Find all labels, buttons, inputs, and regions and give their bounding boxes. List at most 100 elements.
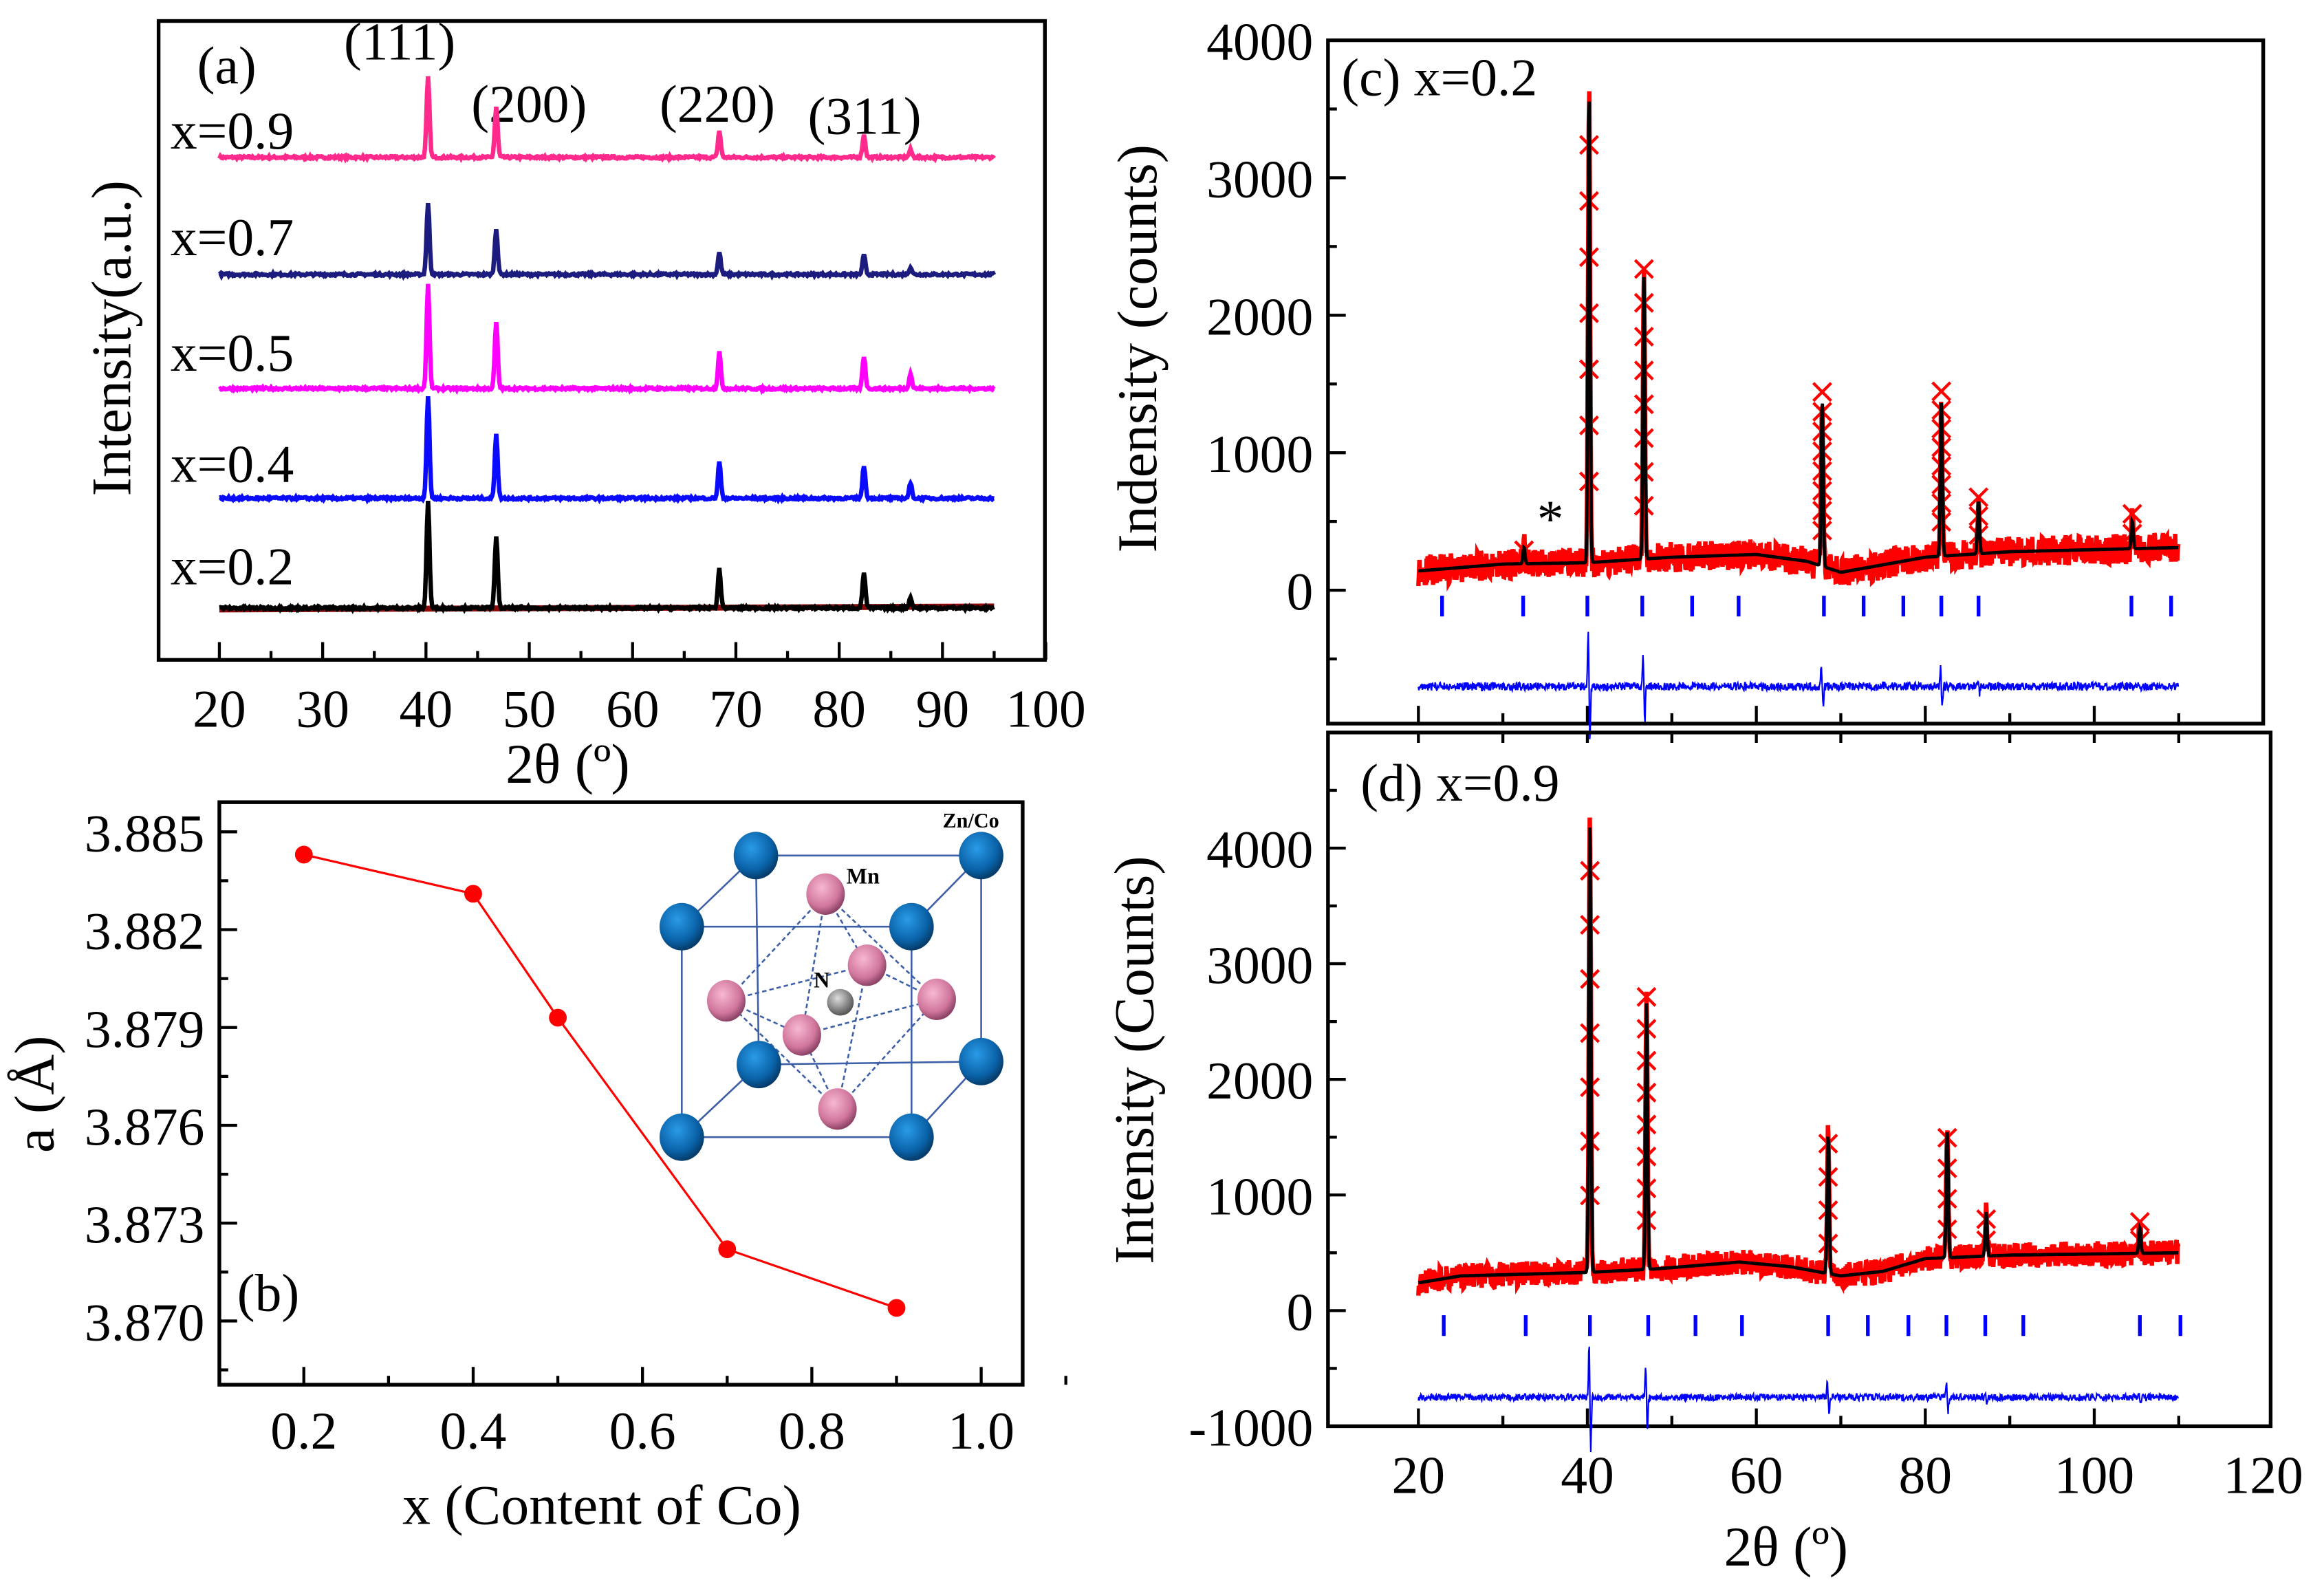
x-tick-label: 30 bbox=[296, 679, 349, 738]
panel-a-frame bbox=[156, 19, 1047, 662]
xrd-trace-x=0.2 bbox=[219, 500, 995, 614]
panel-b-lattice-parameter: (b) x (Content of Co) a (Å) Zn/Co Mn N 0.2… bbox=[3, 800, 1067, 1537]
panel-c-y-axis-title: Indensity (counts) bbox=[1106, 144, 1169, 552]
y-tick-label: 1000 bbox=[1206, 424, 1313, 484]
observed-marker bbox=[1812, 520, 1832, 541]
panel-c-rietveld-x02: (c) x=0.2 * Indensity (counts) 0 1000 2000… bbox=[1106, 12, 2266, 743]
series-label: x=0.7 bbox=[171, 208, 294, 267]
zn-co-atom bbox=[959, 832, 1003, 880]
x-tick-label: 60 bbox=[1730, 1445, 1783, 1504]
y-tick-label: 4000 bbox=[1206, 12, 1313, 72]
series-label: x=0.2 bbox=[171, 537, 294, 596]
x-tick-label: 40 bbox=[400, 679, 453, 738]
mn-atom bbox=[706, 980, 746, 1022]
panel-d-frame bbox=[1326, 730, 2273, 1429]
panel-a-x-axis-title: 2θ (º) bbox=[506, 733, 630, 795]
lattice-line bbox=[303, 853, 898, 1310]
octahedron-edge bbox=[801, 894, 827, 1035]
x-tick-label: 0.2 bbox=[270, 1401, 337, 1460]
lattice-point bbox=[549, 1008, 567, 1027]
panel-d-x-axis-title: 2θ (º) bbox=[1724, 1515, 1848, 1578]
observed-marker bbox=[1968, 487, 1989, 508]
peak-label-220: (220) bbox=[660, 74, 775, 133]
x-tick-label: 20 bbox=[1392, 1445, 1446, 1504]
xrd-trace-x=0.7 bbox=[217, 202, 997, 281]
lattice-point bbox=[887, 1299, 906, 1317]
lattice-point bbox=[718, 1240, 737, 1259]
mn-atom bbox=[847, 944, 887, 986]
observed-marker bbox=[1633, 495, 1654, 516]
peak-label-200: (200) bbox=[471, 74, 587, 133]
x-tick-label: 70 bbox=[709, 679, 763, 738]
zn-co-atom bbox=[659, 902, 704, 951]
y-tick-label: 4000 bbox=[1206, 820, 1313, 879]
y-tick-label: -1000 bbox=[1188, 1398, 1313, 1457]
panel-d-label: (d) x=0.9 bbox=[1360, 753, 1559, 812]
observed-marker bbox=[2129, 1212, 2150, 1232]
x-tick-label: 100 bbox=[1006, 679, 1085, 738]
octahedron-edge bbox=[801, 998, 937, 1036]
x-tick-label: 80 bbox=[812, 679, 866, 738]
zn-co-atom bbox=[737, 1041, 781, 1089]
observed-marker bbox=[1633, 259, 1654, 279]
observed-marker bbox=[1636, 986, 1657, 1007]
octahedron-edge bbox=[725, 893, 827, 1002]
y-tick-label: 3.882 bbox=[85, 902, 205, 961]
mn-atom bbox=[782, 1014, 821, 1056]
y-tick-label: 3.870 bbox=[85, 1292, 205, 1352]
panel-b-x-axis-title: x (Content of Co) bbox=[402, 1474, 801, 1537]
zn-co-atom bbox=[733, 832, 779, 880]
zn-co-atom bbox=[889, 902, 934, 951]
calculated-profile bbox=[1418, 101, 2179, 574]
panel-d-y-axis-title: Intensity (Counts) bbox=[1103, 856, 1166, 1264]
lattice-point bbox=[464, 885, 482, 903]
x-tick-label: 100 bbox=[2054, 1445, 2134, 1504]
y-tick-label: 3000 bbox=[1206, 149, 1313, 208]
xrd-trace-x=0.4 bbox=[218, 396, 995, 505]
observed-marker bbox=[1578, 471, 1599, 492]
lattice-point bbox=[294, 845, 313, 864]
observed-marker bbox=[1931, 512, 1952, 532]
observed-data bbox=[1416, 817, 2181, 1296]
x-tick-label: 0.4 bbox=[439, 1401, 506, 1460]
xrd-trace-x=0.5 bbox=[218, 283, 996, 396]
x-tick-label: 1.0 bbox=[948, 1401, 1014, 1460]
y-tick-label: 0 bbox=[1287, 1282, 1314, 1341]
panel-b-y-axis-title: a (Å) bbox=[3, 1035, 66, 1152]
crystal-structure-inset: Zn/Co Mn N bbox=[659, 809, 1003, 1161]
octahedron-edge bbox=[726, 1000, 838, 1110]
octahedron-edge bbox=[726, 964, 867, 1002]
y-tick-label: 2000 bbox=[1206, 287, 1313, 346]
panel-b-frame bbox=[217, 800, 1025, 1387]
observed-marker bbox=[1818, 1233, 1838, 1254]
octahedron-edge bbox=[867, 964, 937, 1000]
x-tick-label: 60 bbox=[606, 679, 660, 738]
x-tick-label: 50 bbox=[503, 679, 556, 738]
x-tick-label: 0.6 bbox=[609, 1401, 676, 1460]
y-tick-label: 3.876 bbox=[85, 1097, 205, 1156]
octahedron-edge bbox=[836, 964, 868, 1110]
difference-curve bbox=[1418, 1346, 2180, 1452]
zn-co-atom bbox=[889, 1113, 934, 1161]
panel-c-frame bbox=[1326, 38, 2266, 726]
zn-co-atom bbox=[659, 1113, 704, 1161]
observed-marker bbox=[1812, 382, 1832, 402]
x-tick-label: 20 bbox=[193, 679, 246, 738]
panel-b-label: (b) bbox=[237, 1263, 299, 1322]
panel-a-label: (a) bbox=[197, 36, 257, 95]
xrd-trace-x=0.9 bbox=[217, 76, 996, 164]
n-atom bbox=[827, 988, 854, 1016]
series-label: x=0.9 bbox=[171, 101, 294, 160]
panel-a-y-axis-title: Intensity(a.u.) bbox=[80, 180, 143, 496]
observed-marker bbox=[1931, 381, 1952, 402]
y-tick-label: 3000 bbox=[1206, 935, 1313, 995]
series-label: x=0.4 bbox=[171, 435, 294, 494]
inset-label-mn: Mn bbox=[846, 864, 879, 889]
y-tick-label: 3.879 bbox=[85, 999, 205, 1059]
cell-edge bbox=[759, 1061, 981, 1065]
y-tick-label: 1000 bbox=[1206, 1167, 1313, 1226]
y-tick-label: 2000 bbox=[1206, 1051, 1313, 1110]
panel-a-xrd-patterns: (a) (111) (200) (220) (311) 2θ (º) Inten… bbox=[80, 12, 1086, 796]
observed-data bbox=[1416, 91, 2181, 592]
